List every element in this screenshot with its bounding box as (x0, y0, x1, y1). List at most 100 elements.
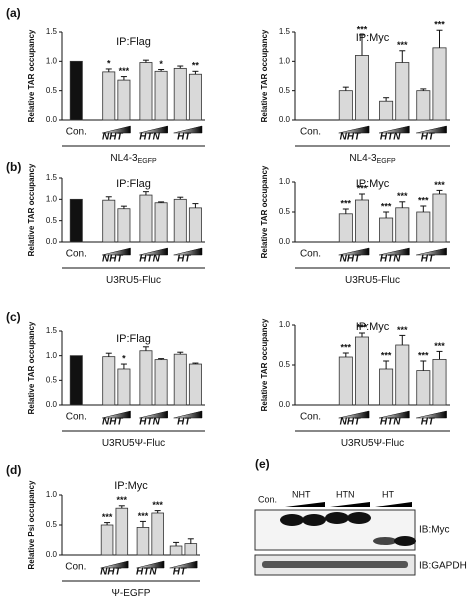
x-axis-label-main: U3RU5-Fluc (106, 275, 161, 286)
y-axis-label: Relative TAR occupancy (27, 163, 36, 256)
x-tick-label: NHT (102, 132, 123, 143)
bar (354, 199, 369, 243)
y-tick-label: 0.0 (279, 400, 291, 409)
error-bar (120, 76, 127, 81)
y-axis-label: Relative TAR occupancy (260, 165, 269, 258)
significance-label: *** (418, 195, 429, 205)
y-tick-label: 1.0 (46, 56, 58, 65)
x-tick-label: Con. (66, 127, 87, 138)
lane-label: HT (382, 489, 394, 499)
x-tick-label: NHT (340, 417, 361, 428)
x-tick-label: NHT (340, 132, 361, 143)
error-bar (399, 201, 406, 208)
y-axis-label: Relative TAR occupancy (27, 29, 36, 122)
significance-label: *** (102, 512, 113, 522)
error-bar (105, 196, 112, 201)
bar (173, 67, 187, 121)
bar (395, 344, 410, 406)
chart-title: IP:Flag (116, 333, 151, 345)
error-bar (399, 334, 406, 345)
error-bar (383, 97, 390, 102)
error-bar (399, 50, 406, 63)
wedge (173, 247, 203, 256)
bar (117, 79, 131, 121)
bar (173, 353, 187, 406)
y-tick-label: 0.5 (46, 375, 58, 384)
significance-label: *** (138, 511, 149, 521)
bar (416, 370, 431, 406)
y-tick-label: 1.0 (46, 194, 58, 203)
significance-label: *** (397, 191, 408, 201)
bar (69, 198, 83, 243)
bar (432, 47, 447, 121)
bar (432, 193, 447, 243)
error-bar (142, 59, 149, 63)
error-bar (342, 208, 349, 214)
error-bar (120, 205, 127, 209)
error-bar (358, 34, 365, 56)
significance-label: *** (434, 180, 445, 190)
error-bar (436, 189, 443, 194)
y-tick-label: 0.5 (46, 86, 58, 95)
y-tick-label: 0.5 (46, 216, 58, 225)
wedge (139, 410, 168, 419)
y-axis-label: Relative Psi occupancy (27, 480, 36, 569)
row-label: IB:Myc (419, 525, 450, 536)
error-bar (192, 362, 199, 365)
x-tick-label: HT (421, 417, 435, 428)
bar (169, 545, 183, 556)
x-tick-label: Con. (300, 249, 321, 260)
band (373, 537, 397, 545)
significance-label: *** (418, 350, 429, 360)
bar (154, 202, 168, 243)
bar (115, 507, 129, 556)
y-tick-label: 1.5 (46, 326, 58, 335)
x-axis-label: NL4-3EGFP (110, 153, 157, 165)
x-axis-label: U3RU5Ψ-Fluc (102, 438, 165, 449)
wedge (139, 125, 168, 134)
error-bar (358, 332, 365, 337)
y-axis-label: Relative TAR occupancy (27, 321, 36, 414)
x-axis-label-sub: EGFP (138, 158, 157, 165)
y-tick-label: 0.0 (279, 115, 291, 124)
y-tick-label: 1.5 (46, 27, 58, 36)
y-tick-label: 0.5 (46, 520, 58, 529)
y-tick-label: 0.0 (46, 237, 58, 246)
significance-label: *** (117, 495, 128, 505)
bar (395, 62, 410, 121)
error-bar (420, 88, 427, 91)
error-bar (104, 522, 111, 525)
x-axis-label-main: U3RU5Ψ-Fluc (341, 438, 404, 449)
bar (432, 358, 447, 406)
band (347, 512, 371, 524)
bar (395, 207, 410, 243)
x-axis-label-main: U3RU5-Fluc (345, 275, 400, 286)
x-tick-label: HTN (380, 417, 401, 428)
wedge (378, 125, 410, 134)
y-tick-label: 1.5 (46, 173, 58, 182)
bar (102, 199, 116, 243)
y-tick-label: 1.5 (279, 27, 291, 36)
wedge (416, 410, 447, 419)
x-tick-label: Con. (66, 412, 87, 423)
significance-label: *** (357, 322, 368, 332)
error-bar (177, 196, 184, 200)
significance-label: *** (152, 500, 163, 510)
x-tick-label: NHT (102, 254, 123, 265)
wedge (285, 502, 325, 507)
x-tick-label: HTN (136, 567, 157, 578)
bar (188, 73, 202, 121)
x-tick-label: HT (177, 132, 191, 143)
y-tick-label: 0.0 (46, 115, 58, 124)
bar (117, 368, 131, 406)
bar (117, 208, 131, 243)
significance-label: * (122, 353, 126, 363)
x-tick-label: HTN (380, 132, 401, 143)
x-tick-label: HT (173, 567, 187, 578)
bar (354, 336, 369, 406)
x-tick-label: HT (421, 254, 435, 265)
bar (139, 62, 153, 121)
wedge (102, 410, 131, 419)
y-tick-label: 0.0 (46, 400, 58, 409)
y-tick-label: 0.0 (46, 550, 58, 559)
